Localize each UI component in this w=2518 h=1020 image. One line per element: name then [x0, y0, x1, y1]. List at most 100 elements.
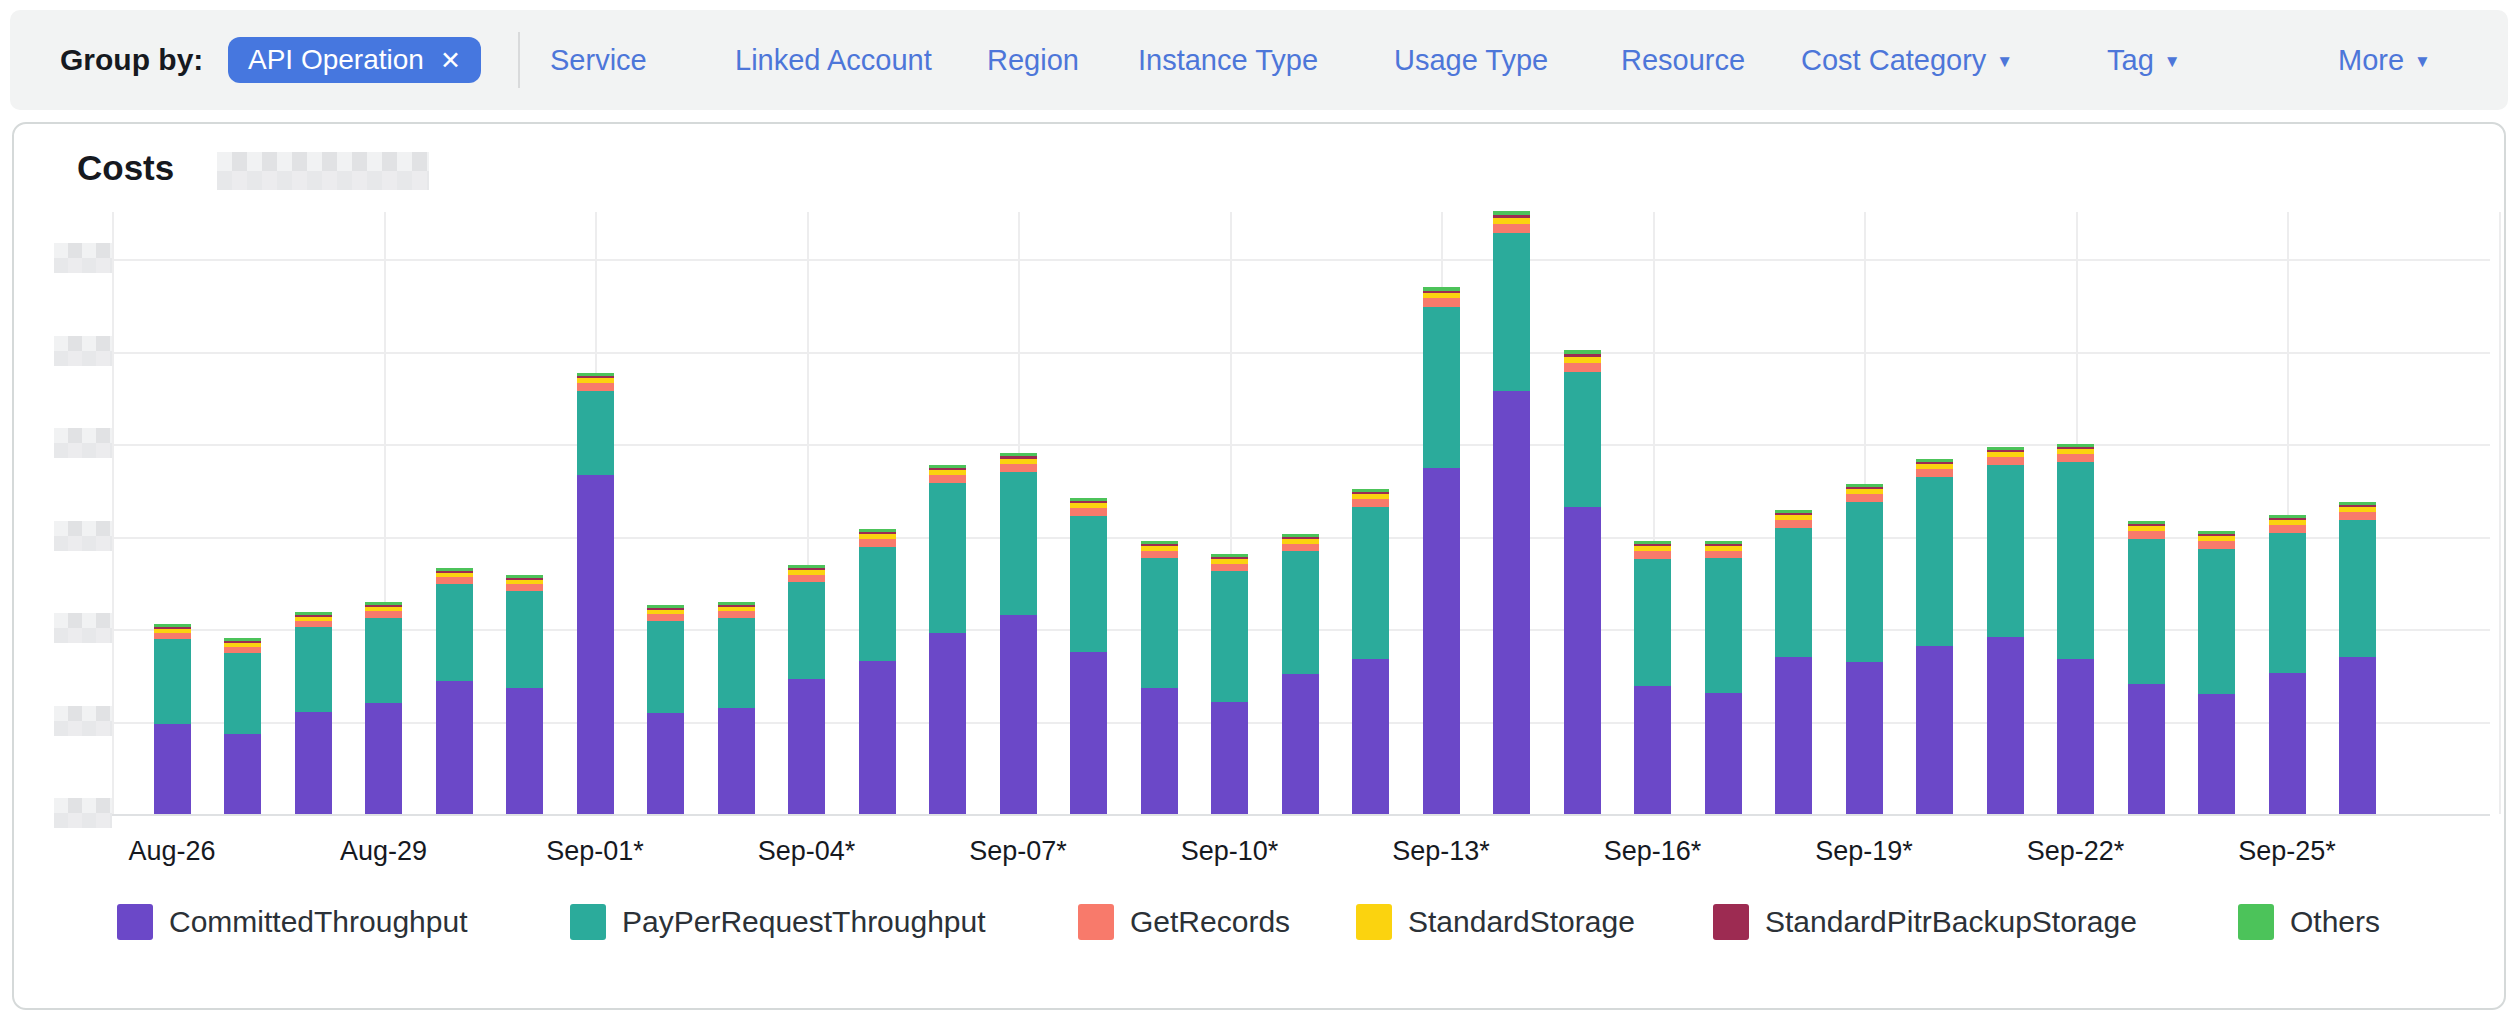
- bar-segment-CommittedThroughput: [577, 475, 614, 814]
- bar-segment-GetRecords: [718, 611, 755, 618]
- bar-segment-CommittedThroughput: [2339, 657, 2376, 814]
- bar-segment-PayPerRequestThroughput: [1493, 233, 1530, 391]
- bar-Sep-05[interactable]: [859, 529, 896, 814]
- bar-Sep-07[interactable]: [1000, 453, 1037, 814]
- bar-Sep-09[interactable]: [1141, 541, 1178, 814]
- x-tick-label-Sep-16: Sep-16*: [1604, 836, 1702, 867]
- bar-Aug-29[interactable]: [365, 602, 402, 814]
- dimension-link-region[interactable]: Region: [987, 44, 1079, 77]
- legend-swatch: [1356, 904, 1392, 940]
- bar-segment-CommittedThroughput: [2198, 694, 2235, 814]
- bar-Sep-02[interactable]: [647, 605, 684, 814]
- group-by-chip-api-operation[interactable]: API Operation ✕: [228, 37, 481, 83]
- bar-segment-CommittedThroughput: [647, 713, 684, 814]
- legend-label: GetRecords: [1130, 905, 1290, 939]
- bar-Sep-20[interactable]: [1916, 459, 1953, 814]
- legend-swatch: [1078, 904, 1114, 940]
- dimension-link-tag[interactable]: Tag▼: [2107, 44, 2181, 77]
- bar-segment-PayPerRequestThroughput: [2057, 462, 2094, 659]
- bar-segment-PayPerRequestThroughput: [1775, 528, 1812, 657]
- bar-segment-GetRecords: [859, 539, 896, 547]
- bar-segment-GetRecords: [1070, 508, 1107, 516]
- remove-chip-icon[interactable]: ✕: [440, 46, 461, 75]
- bar-segment-GetRecords: [1846, 494, 1883, 502]
- dimension-link-service[interactable]: Service: [550, 44, 647, 77]
- x-tick-label-Sep-13: Sep-13*: [1392, 836, 1490, 867]
- legend-swatch: [117, 904, 153, 940]
- bar-segment-GetRecords: [1493, 224, 1530, 233]
- bar-Sep-16[interactable]: [1634, 541, 1671, 814]
- dimension-link-cost-category[interactable]: Cost Category▼: [1801, 44, 2013, 77]
- bar-segment-PayPerRequestThroughput: [1634, 559, 1671, 686]
- bar-Sep-19[interactable]: [1846, 484, 1883, 814]
- bar-Sep-10[interactable]: [1211, 554, 1248, 814]
- bar-Aug-31[interactable]: [506, 575, 543, 814]
- bar-Sep-03[interactable]: [718, 602, 755, 814]
- bar-Aug-28[interactable]: [295, 612, 332, 814]
- bar-Sep-12[interactable]: [1352, 489, 1389, 814]
- bar-Sep-14[interactable]: [1493, 211, 1530, 814]
- bar-Sep-11[interactable]: [1282, 534, 1319, 814]
- bar-Sep-22[interactable]: [2057, 444, 2094, 814]
- bar-segment-PayPerRequestThroughput: [1070, 516, 1107, 652]
- bar-segment-GetRecords: [1916, 469, 1953, 477]
- more-menu[interactable]: More▼: [2338, 44, 2431, 77]
- bar-segment-PayPerRequestThroughput: [436, 584, 473, 681]
- bar-segment-PayPerRequestThroughput: [1423, 307, 1460, 468]
- legend-item-PayPerRequestThroughput[interactable]: PayPerRequestThroughput: [570, 904, 986, 940]
- bar-segment-GetRecords: [2198, 541, 2235, 549]
- bar-segment-PayPerRequestThroughput: [859, 547, 896, 661]
- bar-Sep-06[interactable]: [929, 465, 966, 814]
- bar-segment-PayPerRequestThroughput: [224, 653, 261, 734]
- costs-chart-card: Costs Aug-26Aug-29Sep-01*Sep-04*Sep-07*S…: [12, 122, 2506, 1010]
- legend-item-GetRecords[interactable]: GetRecords: [1078, 904, 1290, 940]
- bar-segment-CommittedThroughput: [154, 724, 191, 814]
- bar-Sep-04[interactable]: [788, 565, 825, 814]
- redacted-y-tick-label: [54, 706, 112, 736]
- bar-Sep-01[interactable]: [577, 373, 614, 814]
- bar-Sep-25[interactable]: [2269, 515, 2306, 814]
- bar-segment-CommittedThroughput: [1634, 686, 1671, 814]
- bar-Aug-30[interactable]: [436, 568, 473, 814]
- bar-Sep-21[interactable]: [1987, 447, 2024, 814]
- bar-segment-CommittedThroughput: [1211, 702, 1248, 814]
- bar-Sep-26[interactable]: [2339, 502, 2376, 814]
- redacted-y-tick-label: [54, 336, 112, 366]
- bar-Sep-23[interactable]: [2128, 521, 2165, 814]
- bar-segment-GetRecords: [929, 475, 966, 483]
- legend-label: PayPerRequestThroughput: [622, 905, 986, 939]
- bar-Sep-13[interactable]: [1423, 287, 1460, 814]
- bar-Sep-15[interactable]: [1564, 350, 1601, 814]
- bar-segment-CommittedThroughput: [1000, 615, 1037, 814]
- redacted-title-suffix: [217, 152, 429, 190]
- bar-Sep-18[interactable]: [1775, 510, 1812, 814]
- dimension-link-instance-type[interactable]: Instance Type: [1138, 44, 1318, 77]
- x-tick-label-Sep-04: Sep-04*: [758, 836, 856, 867]
- group-by-chip-label: API Operation: [248, 44, 424, 76]
- bar-segment-CommittedThroughput: [1987, 637, 2024, 814]
- bar-segment-GetRecords: [2057, 454, 2094, 462]
- bar-Sep-24[interactable]: [2198, 531, 2235, 814]
- gridline-horizontal: [112, 352, 2490, 354]
- more-menu-label: More: [2338, 44, 2404, 76]
- bar-segment-PayPerRequestThroughput: [506, 591, 543, 688]
- bar-segment-GetRecords: [1000, 464, 1037, 472]
- bar-segment-PayPerRequestThroughput: [1141, 558, 1178, 688]
- bar-segment-CommittedThroughput: [1141, 688, 1178, 814]
- bar-Aug-27[interactable]: [224, 638, 261, 814]
- dimension-link-usage-type[interactable]: Usage Type: [1394, 44, 1548, 77]
- bar-Sep-17[interactable]: [1705, 541, 1742, 814]
- bar-Aug-26[interactable]: [154, 624, 191, 814]
- legend-item-Others[interactable]: Others: [2238, 904, 2380, 940]
- bar-segment-GetRecords: [647, 614, 684, 621]
- dimension-link-linked-account[interactable]: Linked Account: [735, 44, 932, 77]
- legend-item-StandardPitrBackupStorage[interactable]: StandardPitrBackupStorage: [1713, 904, 2137, 940]
- x-axis-line: [112, 814, 2490, 816]
- dimension-link-resource[interactable]: Resource: [1621, 44, 1745, 77]
- bar-Sep-08[interactable]: [1070, 498, 1107, 814]
- legend-item-CommittedThroughput[interactable]: CommittedThroughput: [117, 904, 467, 940]
- bar-segment-PayPerRequestThroughput: [2128, 539, 2165, 684]
- legend-item-StandardStorage[interactable]: StandardStorage: [1356, 904, 1635, 940]
- bar-segment-GetRecords: [1211, 564, 1248, 571]
- redacted-y-tick-label: [54, 613, 112, 643]
